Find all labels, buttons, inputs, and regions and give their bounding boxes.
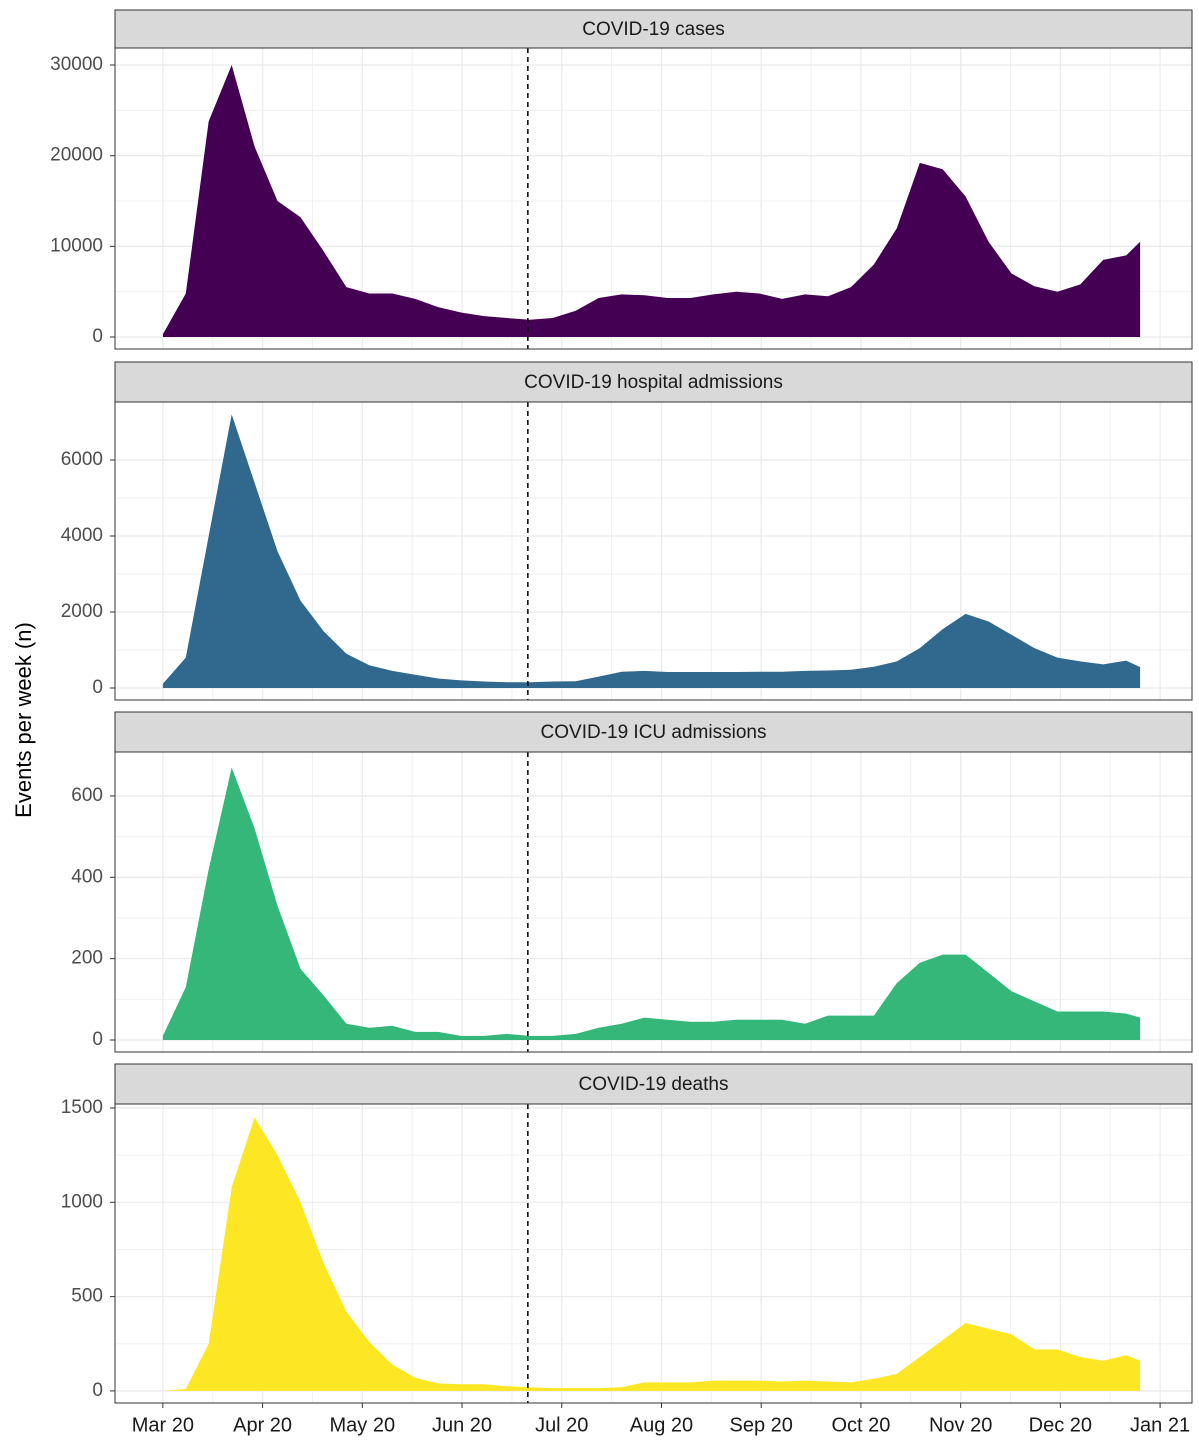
panel-border	[114, 401, 1193, 701]
x-tick-label: Jan 21	[1130, 1414, 1190, 1436]
y-tick-label: 0	[92, 1380, 103, 1401]
x-tick-label: Oct 20	[831, 1414, 890, 1436]
y-tick-label: 0	[92, 1029, 103, 1050]
x-tick-label: Aug 20	[630, 1414, 693, 1436]
x-tick-label: Nov 20	[929, 1414, 992, 1436]
strip-label: COVID-19 ICU admissions	[541, 722, 767, 743]
x-tick-label: May 20	[330, 1414, 396, 1436]
y-axis-label: Events per week (n)	[11, 622, 36, 818]
area	[162, 1117, 1141, 1391]
y-tick-label: 500	[71, 1286, 103, 1307]
strip	[114, 711, 1193, 753]
strip	[114, 1063, 1193, 1105]
y-tick-label: 600	[71, 785, 103, 806]
x-tick-label: Sep 20	[730, 1414, 793, 1436]
strip	[114, 361, 1193, 403]
strip-label: COVID-19 deaths	[579, 1074, 729, 1095]
y-tick-label: 1000	[61, 1191, 103, 1212]
y-tick-label: 20000	[50, 145, 103, 166]
panel-border	[114, 1103, 1193, 1404]
y-tick-label: 30000	[50, 54, 103, 75]
y-tick-label: 1500	[61, 1097, 103, 1118]
x-tick-label: Apr 20	[233, 1414, 292, 1436]
x-tick-label: Dec 20	[1029, 1414, 1092, 1436]
strip	[114, 9, 1193, 49]
y-tick-label: 6000	[61, 449, 103, 470]
y-tick-label: 200	[71, 948, 103, 969]
y-tick-label: 10000	[50, 235, 103, 256]
x-tick-label: Jun 20	[432, 1414, 492, 1436]
panel-border	[114, 47, 1193, 350]
y-tick-label: 4000	[61, 525, 103, 546]
strip-label: COVID-19 hospital admissions	[524, 372, 783, 393]
area	[162, 414, 1141, 688]
x-tick-label: Jul 20	[535, 1414, 588, 1436]
y-tick-label: 2000	[61, 601, 103, 622]
area	[162, 767, 1141, 1040]
x-tick-label: Mar 20	[132, 1414, 194, 1436]
y-tick-label: 400	[71, 866, 103, 887]
strip-label: COVID-19 cases	[582, 19, 725, 40]
y-tick-label: 0	[92, 677, 103, 698]
panel-border	[114, 751, 1193, 1053]
y-tick-label: 0	[92, 326, 103, 347]
area	[162, 65, 1141, 337]
